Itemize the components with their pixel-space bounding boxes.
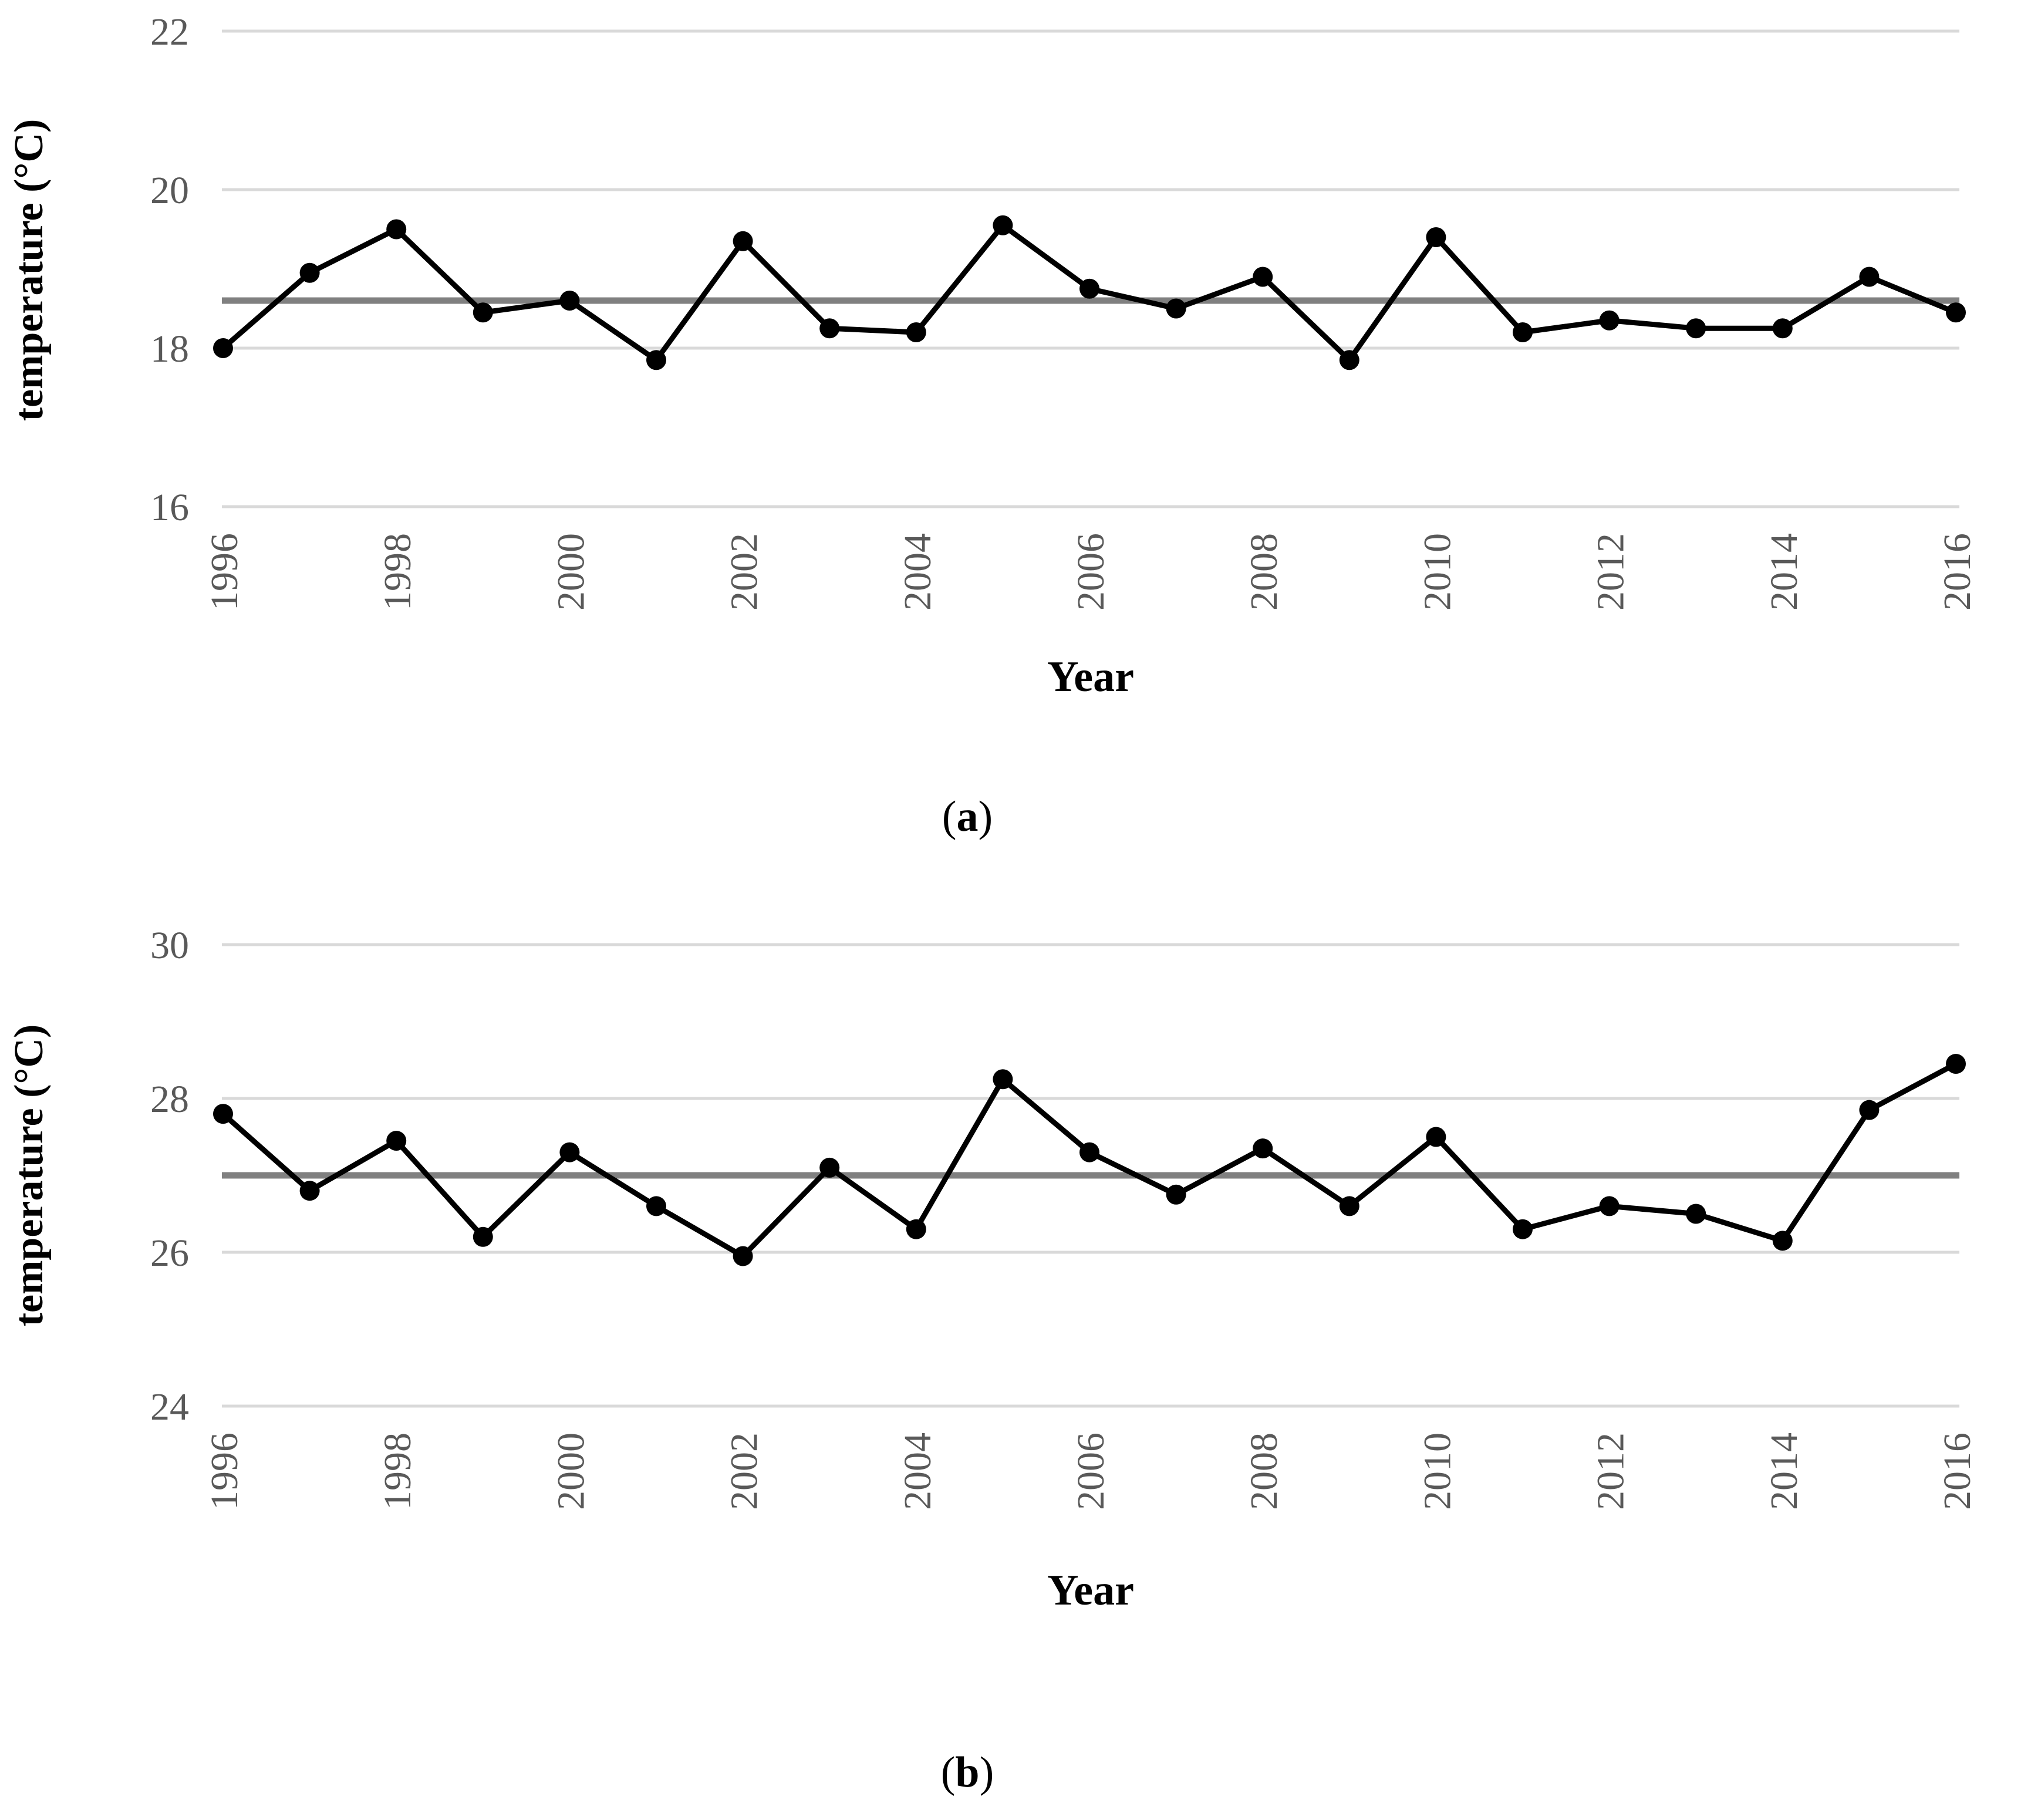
data-point-1997 bbox=[299, 1181, 320, 1201]
y-tick-label-26: 26 bbox=[150, 1232, 189, 1275]
panel-a-y-axis-title: temperature (°C) bbox=[6, 119, 52, 422]
data-point-1996 bbox=[213, 338, 233, 358]
data-point-2007 bbox=[1166, 1184, 1186, 1205]
panel-b-x-tick-labels: 1996 1998 2000 2002 2004 2006 2008 2010 2012 2014… bbox=[203, 1433, 1979, 1510]
x-tick-label-2000: 2000 bbox=[549, 1433, 592, 1510]
x-tick-label-2012: 2012 bbox=[1590, 1433, 1632, 1510]
data-point-2003 bbox=[819, 1157, 840, 1178]
x-tick-label-2008: 2008 bbox=[1243, 1433, 1286, 1510]
x-tick-label-2000: 2000 bbox=[549, 533, 592, 611]
data-point-2004 bbox=[906, 322, 926, 342]
data-point-2006 bbox=[1079, 278, 1099, 299]
data-point-1998 bbox=[386, 219, 407, 240]
y-tick-label-20: 20 bbox=[150, 169, 189, 212]
data-point-2011 bbox=[1513, 322, 1533, 342]
panel-a-y-tick-labels: 16 18 20 22 bbox=[150, 11, 189, 529]
x-tick-label-2010: 2010 bbox=[1416, 533, 1459, 611]
panel-b-y-tick-labels: 24 26 28 30 bbox=[150, 924, 189, 1428]
data-point-2016 bbox=[1946, 1054, 1966, 1074]
data-point-1999 bbox=[473, 302, 493, 323]
data-point-2008 bbox=[1253, 267, 1273, 287]
x-tick-label-2014: 2014 bbox=[1763, 533, 1806, 611]
data-point-2001 bbox=[646, 350, 666, 370]
data-point-1998 bbox=[386, 1131, 407, 1151]
data-point-2014 bbox=[1772, 318, 1793, 339]
x-tick-label-2002: 2002 bbox=[723, 1433, 766, 1510]
x-tick-label-2006: 2006 bbox=[1070, 533, 1112, 611]
data-point-2006 bbox=[1079, 1142, 1099, 1162]
x-tick-label-2016: 2016 bbox=[1936, 1433, 1979, 1510]
data-point-2005 bbox=[993, 1069, 1013, 1090]
data-point-2001 bbox=[646, 1196, 666, 1216]
data-point-2016 bbox=[1946, 302, 1966, 323]
panel-b-label: (b) bbox=[941, 1748, 994, 1797]
x-tick-label-1998: 1998 bbox=[376, 1433, 419, 1510]
data-point-2012 bbox=[1599, 310, 1620, 331]
panel-b-series bbox=[213, 1054, 1966, 1266]
data-point-2013 bbox=[1686, 318, 1706, 339]
data-point-2012 bbox=[1599, 1196, 1620, 1216]
panel-b-y-axis-title: temperature (°C) bbox=[6, 1024, 52, 1327]
x-tick-label-2004: 2004 bbox=[896, 533, 939, 611]
data-point-2000 bbox=[559, 1142, 580, 1162]
x-tick-label-2014: 2014 bbox=[1763, 1433, 1806, 1510]
data-point-2015 bbox=[1859, 267, 1880, 287]
panel-a-x-axis-title: Year bbox=[1047, 653, 1134, 701]
panel-b: 24 26 28 30 1996 1998 2000 2002 2004 2006 2008 201… bbox=[6, 924, 1979, 1797]
y-tick-label-22: 22 bbox=[150, 11, 189, 53]
data-point-2009 bbox=[1339, 1196, 1359, 1216]
y-tick-label-24: 24 bbox=[150, 1386, 189, 1428]
data-point-2004 bbox=[906, 1219, 926, 1239]
panel-b-gridlines bbox=[222, 943, 1959, 1408]
x-tick-label-2010: 2010 bbox=[1416, 1433, 1459, 1510]
x-tick-label-2006: 2006 bbox=[1070, 1433, 1112, 1510]
x-tick-label-1998: 1998 bbox=[376, 533, 419, 611]
data-point-2002 bbox=[733, 231, 753, 251]
data-point-1996 bbox=[213, 1104, 233, 1124]
data-point-1999 bbox=[473, 1226, 493, 1247]
panel-a-label: (a) bbox=[942, 793, 993, 841]
y-tick-label-28: 28 bbox=[150, 1078, 189, 1121]
data-point-2005 bbox=[993, 215, 1013, 235]
panel-a-x-tick-labels: 1996 1998 2000 2002 2004 2006 2008 2010 2012 2014… bbox=[203, 533, 1979, 611]
x-tick-label-1996: 1996 bbox=[203, 1433, 246, 1510]
data-point-2014 bbox=[1772, 1231, 1793, 1251]
x-tick-label-2008: 2008 bbox=[1243, 533, 1286, 611]
data-point-2008 bbox=[1253, 1138, 1273, 1159]
data-point-2010 bbox=[1426, 1127, 1446, 1147]
data-point-2010 bbox=[1426, 227, 1446, 247]
data-point-2003 bbox=[819, 318, 840, 339]
data-point-2009 bbox=[1339, 350, 1359, 370]
data-point-2007 bbox=[1166, 298, 1186, 319]
y-tick-label-30: 30 bbox=[150, 924, 189, 967]
x-tick-label-2012: 2012 bbox=[1590, 533, 1632, 611]
data-point-2011 bbox=[1513, 1219, 1533, 1239]
x-tick-label-1996: 1996 bbox=[203, 533, 246, 611]
x-tick-label-2002: 2002 bbox=[723, 533, 766, 611]
panel-a-gridlines bbox=[222, 29, 1959, 508]
data-point-2002 bbox=[733, 1246, 753, 1266]
y-tick-label-18: 18 bbox=[150, 328, 189, 370]
x-tick-label-2004: 2004 bbox=[896, 1433, 939, 1510]
data-point-2000 bbox=[559, 291, 580, 311]
y-tick-label-16: 16 bbox=[150, 486, 189, 529]
panel-b-x-axis-title: Year bbox=[1047, 1566, 1134, 1615]
data-point-2015 bbox=[1859, 1100, 1880, 1120]
x-tick-label-2016: 2016 bbox=[1936, 533, 1979, 611]
panel-a: 16 18 20 22 1996 1998 2000 2002 2004 2006 2008 201… bbox=[6, 11, 1979, 841]
data-point-2013 bbox=[1686, 1204, 1706, 1224]
panel-a-series bbox=[213, 215, 1966, 370]
data-point-1997 bbox=[299, 262, 320, 283]
